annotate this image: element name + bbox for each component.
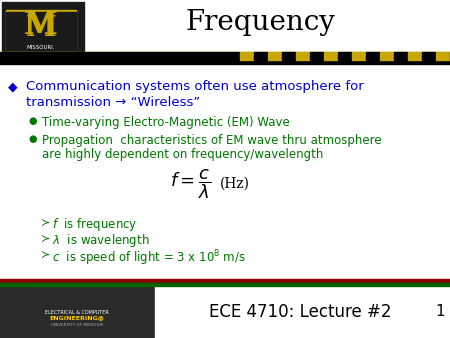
Text: $f$  is frequency: $f$ is frequency [52, 216, 138, 233]
Bar [0, 52, 450, 60]
Text: $c$  is speed of light = 3 x 10$^8$ m/s: $c$ is speed of light = 3 x 10$^8$ m/s [52, 248, 246, 268]
Text: $\succ$: $\succ$ [38, 232, 50, 244]
Bar [6, 12, 76, 50]
Text: $\lambda$  is wavelength: $\lambda$ is wavelength [52, 232, 149, 249]
Bar [268, 52, 282, 60]
Bar [0, 279, 450, 282]
Bar [254, 52, 268, 60]
Bar [282, 52, 296, 60]
Bar [310, 52, 324, 60]
Text: Frequency: Frequency [185, 8, 335, 35]
Bar [338, 52, 352, 60]
Text: $\succ$: $\succ$ [38, 216, 50, 228]
Text: (Hz): (Hz) [220, 177, 250, 191]
Bar [394, 52, 408, 60]
Text: ELECTRICAL & COMPUTER: ELECTRICAL & COMPUTER [45, 310, 109, 314]
Bar [408, 52, 422, 60]
Text: UNIVERSITY OF MISSOURI: UNIVERSITY OF MISSOURI [51, 323, 103, 327]
Text: $\succ$: $\succ$ [38, 248, 50, 260]
Text: transmission → “Wireless”: transmission → “Wireless” [26, 96, 200, 109]
Bar [0, 283, 450, 286]
Text: $f = \dfrac{c}{\lambda}$: $f = \dfrac{c}{\lambda}$ [170, 167, 211, 201]
Text: MISSOURI.: MISSOURI. [27, 45, 55, 50]
Text: ●: ● [28, 134, 36, 144]
Bar [366, 52, 380, 60]
Bar [324, 52, 338, 60]
Bar [422, 52, 436, 60]
Text: ENGINEERING@: ENGINEERING@ [50, 315, 104, 320]
Text: ◆: ◆ [8, 80, 18, 93]
Text: 1: 1 [435, 305, 445, 319]
Text: ECE 4710: Lecture #2: ECE 4710: Lecture #2 [209, 303, 391, 321]
Bar [436, 52, 450, 60]
Bar [155, 286, 450, 338]
Bar [2, 2, 84, 58]
Bar [0, 60, 450, 64]
Text: Time-varying Electro-Magnetic (EM) Wave: Time-varying Electro-Magnetic (EM) Wave [42, 116, 290, 129]
Text: are highly dependent on frequency/wavelength: are highly dependent on frequency/wavele… [42, 148, 324, 161]
Bar [380, 52, 394, 60]
Bar [296, 52, 310, 60]
Text: M: M [24, 10, 58, 42]
Bar [6, 10, 76, 50]
Bar [0, 286, 155, 338]
Text: Communication systems often use atmosphere for: Communication systems often use atmosphe… [26, 80, 364, 93]
Bar [6, 10, 76, 50]
Text: Propagation  characteristics of EM wave thru atmosphere: Propagation characteristics of EM wave t… [42, 134, 382, 147]
Bar [240, 52, 254, 60]
Bar [352, 52, 366, 60]
Text: M: M [26, 16, 56, 43]
Bar [0, 52, 240, 60]
Text: ●: ● [28, 116, 36, 126]
